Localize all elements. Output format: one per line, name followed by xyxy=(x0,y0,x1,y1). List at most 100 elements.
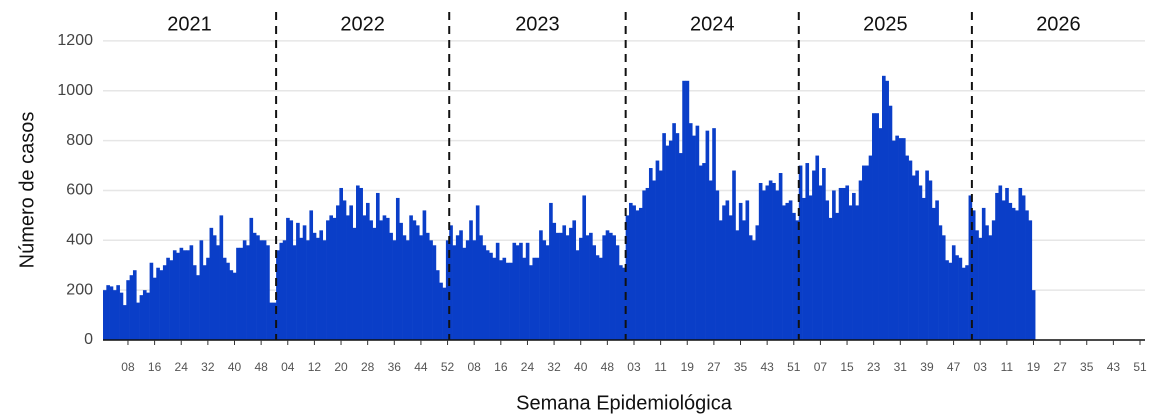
bar xyxy=(645,187,650,340)
x-tick-label: 27 xyxy=(1053,360,1067,374)
x-tick-label: 11 xyxy=(1001,360,1014,374)
bar xyxy=(762,190,766,340)
bar xyxy=(552,222,557,340)
x-tick-label: 20 xyxy=(334,360,348,374)
x-tick-label: 27 xyxy=(707,360,721,374)
bar xyxy=(216,245,220,340)
bar xyxy=(1001,200,1006,340)
bar xyxy=(465,240,470,340)
bar xyxy=(199,240,204,340)
bar xyxy=(389,232,393,340)
bar xyxy=(981,207,986,340)
x-axis-title: Semana Epidemiológica xyxy=(516,392,733,414)
bar xyxy=(535,257,540,340)
bar xyxy=(179,247,184,340)
bar xyxy=(908,160,913,340)
bar xyxy=(1005,187,1009,340)
bar xyxy=(269,302,274,340)
bar xyxy=(998,185,1003,340)
bar xyxy=(678,153,683,340)
bar xyxy=(495,242,500,340)
bar xyxy=(259,240,264,340)
bar xyxy=(991,220,996,340)
bar xyxy=(848,205,853,340)
bar xyxy=(648,168,653,340)
bar xyxy=(246,245,250,340)
bar xyxy=(975,230,979,340)
bar xyxy=(306,240,310,340)
bar xyxy=(961,267,966,340)
bar xyxy=(475,205,480,340)
bar xyxy=(905,155,909,340)
bar xyxy=(186,250,190,340)
bar xyxy=(512,242,517,340)
bar xyxy=(336,205,340,340)
bar xyxy=(948,262,953,340)
x-tick-label: 44 xyxy=(414,360,428,374)
bar xyxy=(635,210,640,340)
bar xyxy=(375,192,380,340)
bar xyxy=(292,245,297,340)
bar xyxy=(875,113,879,340)
y-tick-label: 1200 xyxy=(57,32,93,49)
bar xyxy=(672,123,676,341)
bar xyxy=(712,128,716,340)
bar xyxy=(109,286,114,340)
bar xyxy=(625,215,630,340)
bar xyxy=(895,135,899,340)
bar xyxy=(346,215,350,340)
x-tick-label: 12 xyxy=(308,360,322,374)
bar xyxy=(728,215,733,340)
bar xyxy=(941,235,946,340)
bar xyxy=(302,225,307,340)
x-tick-label: 19 xyxy=(681,360,695,374)
bar xyxy=(405,240,410,340)
x-tick-label: 16 xyxy=(148,360,162,374)
bar xyxy=(978,237,983,340)
bar xyxy=(449,225,453,340)
bar xyxy=(828,217,833,340)
x-tick-label: 52 xyxy=(441,360,455,374)
bar xyxy=(395,197,400,340)
bar xyxy=(429,240,433,340)
bar xyxy=(795,220,800,340)
bar xyxy=(539,230,543,340)
bar xyxy=(202,265,207,340)
bar xyxy=(955,255,959,340)
x-tick-label: 16 xyxy=(494,360,508,374)
bar xyxy=(652,180,656,340)
bar xyxy=(705,130,710,340)
bar xyxy=(798,165,803,340)
bar xyxy=(242,240,247,340)
bar xyxy=(858,180,863,340)
bar xyxy=(359,187,363,340)
bar xyxy=(792,212,796,340)
bar xyxy=(872,113,876,340)
bar xyxy=(1008,202,1013,340)
bar xyxy=(425,232,430,340)
x-tick-label: 35 xyxy=(1080,360,1094,374)
y-tick-label: 200 xyxy=(66,281,93,298)
bar xyxy=(595,255,600,340)
bar xyxy=(632,205,636,340)
bar xyxy=(206,257,210,340)
bar xyxy=(525,242,530,340)
bar xyxy=(965,265,969,340)
bar xyxy=(845,185,850,340)
bar xyxy=(322,240,327,340)
bar xyxy=(266,245,270,340)
x-tick-label: 08 xyxy=(468,360,482,374)
bar xyxy=(499,260,503,340)
bar xyxy=(901,138,906,340)
bar xyxy=(928,180,933,340)
bar xyxy=(1018,187,1023,340)
y-tick-label: 800 xyxy=(66,132,93,149)
y-tick-label: 1000 xyxy=(57,82,93,99)
bar xyxy=(296,222,300,340)
bar xyxy=(189,245,194,340)
x-tick-label: 11 xyxy=(654,360,667,374)
bar xyxy=(589,232,593,340)
bar xyxy=(718,220,723,340)
year-label: 2021 xyxy=(167,13,212,35)
bar xyxy=(1031,290,1036,340)
